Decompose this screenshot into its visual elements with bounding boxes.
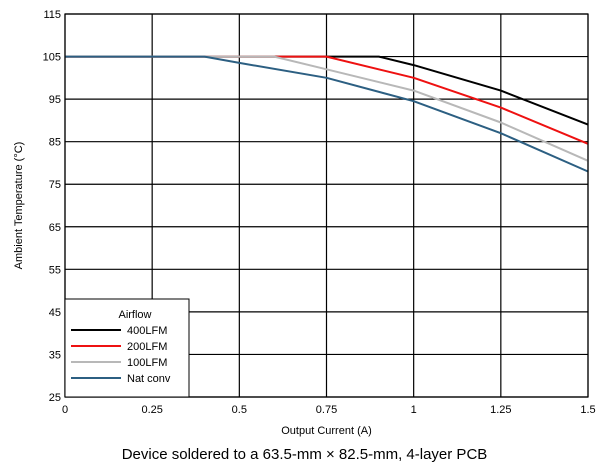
- legend-entry: Nat conv: [127, 373, 171, 385]
- x-tick-label: 0.75: [316, 404, 337, 416]
- y-tick-label: 85: [49, 137, 61, 149]
- plot-frame: [64, 13, 589, 398]
- y-tick-label: 105: [43, 52, 61, 64]
- y-tick-labels: 25 35 45 55 65 75 85 95 105 115: [43, 9, 61, 404]
- series-line-nat-conv: [65, 55, 589, 173]
- y-tick-label: 55: [49, 264, 61, 276]
- figure-caption: Device soldered to a 63.5-mm × 82.5-mm, …: [121, 446, 488, 463]
- y-tick-label: 45: [49, 307, 61, 319]
- series-line-100lfm: [65, 55, 589, 162]
- legend-entry: 100LFM: [127, 357, 167, 369]
- legend-entry: 200LFM: [127, 341, 167, 353]
- legend-title: Airflow: [118, 309, 151, 321]
- x-axis-label: Output Current (A): [281, 425, 371, 437]
- x-tick-label: 1: [411, 404, 417, 416]
- x-tick-label: 0.25: [141, 404, 162, 416]
- legend-box: [64, 298, 190, 398]
- x-tick-label: 0: [62, 404, 68, 416]
- x-tick-label: 0.5: [232, 404, 247, 416]
- y-tick-label: 75: [49, 179, 61, 191]
- legend: Airflow 400LFM 200LFM 100LFM Nat conv: [64, 298, 190, 398]
- series-lines: [65, 55, 589, 173]
- x-tick-label: 1.25: [490, 404, 511, 416]
- y-tick-label: 25: [49, 392, 61, 404]
- x-tick-labels: 0 0.25 0.5 0.75 1 1.25 1.5: [62, 404, 596, 416]
- legend-entry: 400LFM: [127, 325, 167, 337]
- y-tick-label: 95: [49, 94, 61, 106]
- y-tick-label: 65: [49, 222, 61, 234]
- y-tick-label: 35: [49, 349, 61, 361]
- y-axis-label: Ambient Temperature (°C): [13, 142, 25, 270]
- y-tick-label: 115: [43, 9, 61, 21]
- x-tick-label: 1.5: [580, 404, 595, 416]
